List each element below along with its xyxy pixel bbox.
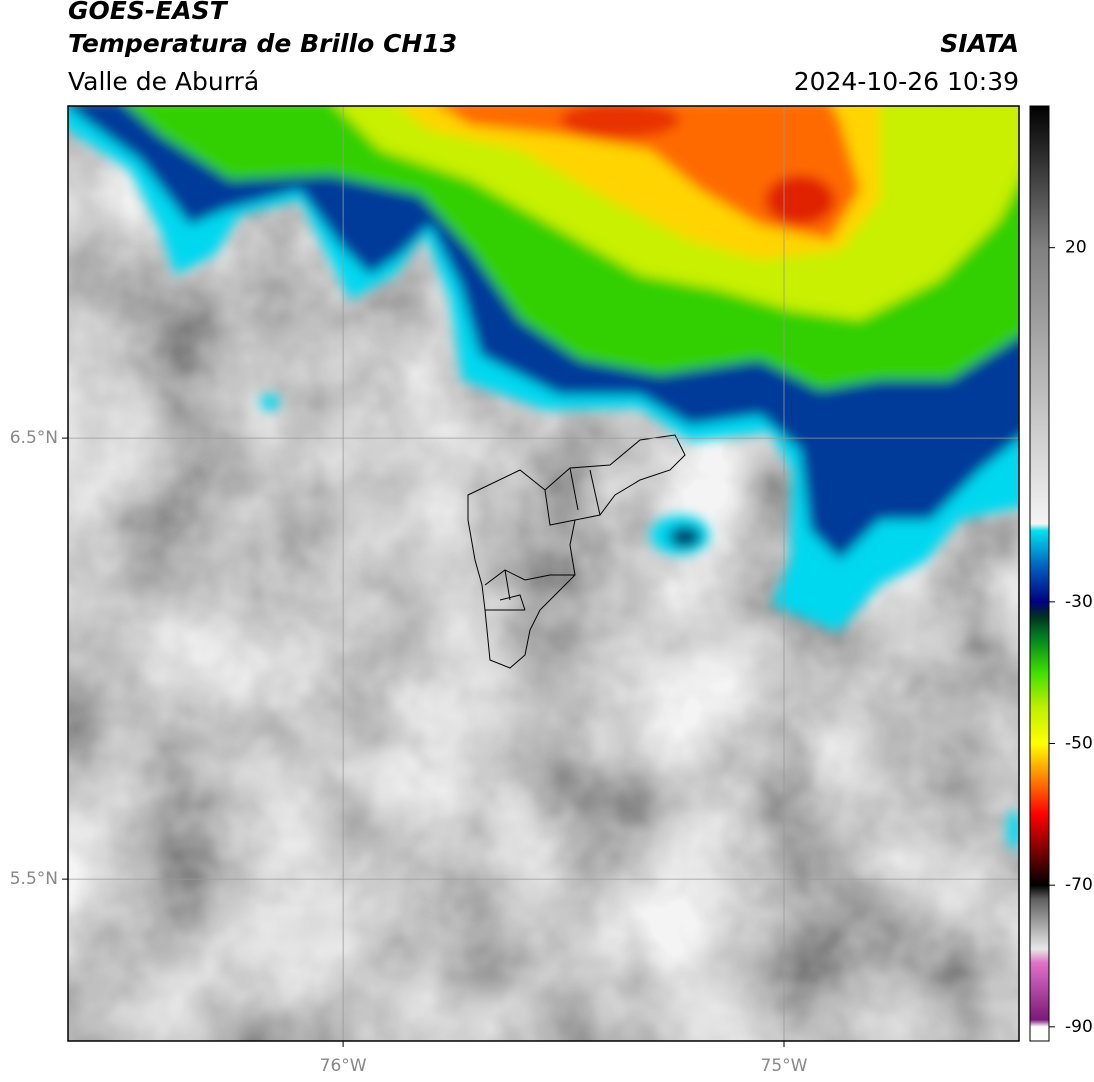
datetime: 2024-10-26 10:39 [794, 67, 1019, 96]
colorbar-tick-label: 20 [1065, 238, 1087, 258]
colorbar-tick-label: -90 [1065, 1017, 1093, 1037]
colorbar-tick-label: -70 [1065, 875, 1093, 895]
lon-tick-label: 75°W [761, 1056, 808, 1076]
lon-tick-label: 76°W [320, 1056, 367, 1076]
municipal-boundaries [467, 434, 686, 669]
map-frame [67, 105, 1020, 1042]
graticule [68, 106, 1019, 1041]
lat-tick-label: 6.5°N [10, 428, 58, 448]
region: Valle de Aburrá [68, 67, 259, 96]
lat-tick-label: 5.5°N [10, 869, 58, 889]
subtitle: Temperatura de Brillo CH13 [68, 29, 457, 58]
colorbar [1029, 105, 1050, 1042]
satellite-image [68, 106, 1019, 1041]
source: SIATA [940, 29, 1019, 58]
colorbar-tick-label: -50 [1065, 734, 1093, 754]
title: GOES-EAST [68, 0, 229, 25]
colorbar-tick-label: -30 [1065, 592, 1093, 612]
